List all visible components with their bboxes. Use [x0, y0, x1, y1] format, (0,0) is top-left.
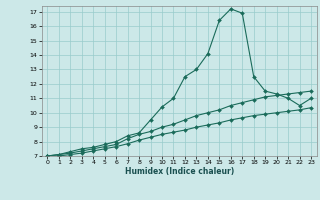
X-axis label: Humidex (Indice chaleur): Humidex (Indice chaleur)	[124, 167, 234, 176]
